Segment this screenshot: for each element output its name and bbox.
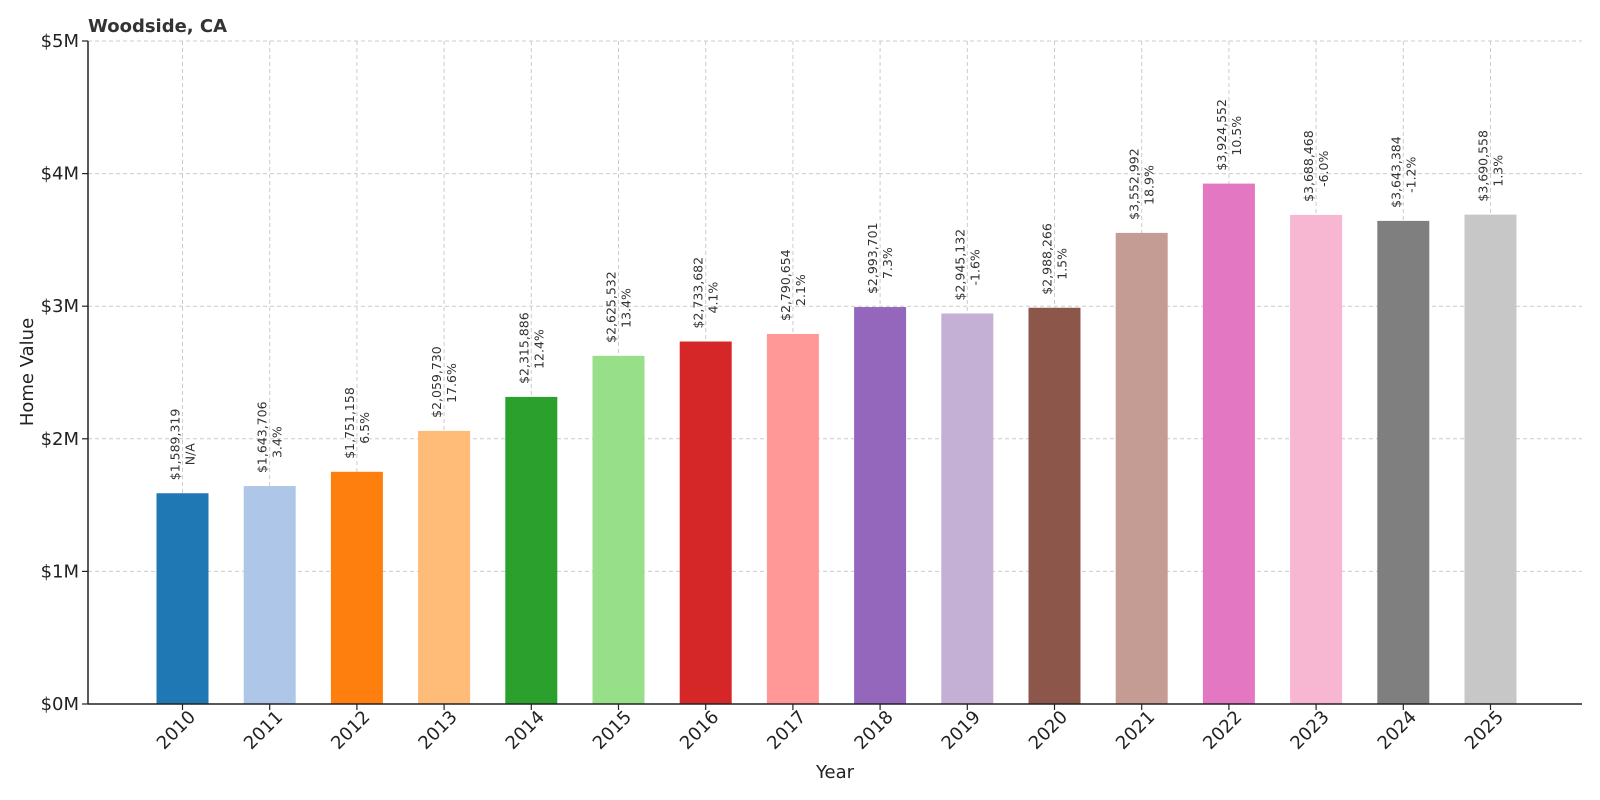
value-label: $2,733,682 (691, 257, 706, 329)
value-label: $1,589,319 (168, 409, 183, 481)
change-label: -1.2% (1403, 156, 1418, 192)
y-tick-label: $5M (41, 31, 79, 52)
y-tick-label: $0M (41, 694, 79, 715)
x-tick-label: 2024 (1374, 707, 1421, 754)
change-label: 7.3% (880, 247, 895, 279)
x-tick-label: 2012 (327, 707, 374, 754)
bar-2018 (854, 307, 907, 704)
bar-2023 (1290, 214, 1343, 704)
bar-2020 (1028, 307, 1081, 704)
bar-2012 (330, 471, 383, 704)
y-tick-label: $2M (41, 429, 79, 450)
change-label: N/A (183, 443, 198, 466)
change-label: 2.1% (793, 274, 808, 306)
value-label: $2,988,266 (1040, 223, 1055, 295)
x-tick-label: 2022 (1199, 707, 1246, 754)
change-label: 6.5% (357, 412, 372, 444)
y-tick-label: $3M (41, 296, 79, 317)
y-tick-label: $4M (41, 164, 79, 185)
x-tick-label: 2023 (1286, 707, 1333, 754)
data-labels: $1,589,319 N/A $1,643,706 3.4% $1,751,158 6.5… (168, 99, 1506, 480)
y-axis-ticks: $0M $1M $2M $3M $4M $5M (41, 31, 88, 715)
change-label: 17.6% (444, 363, 459, 403)
x-tick-label: 2019 (938, 707, 985, 754)
change-label: 10.5% (1229, 116, 1244, 156)
bar-2011 (243, 486, 296, 704)
x-tick-label: 2013 (414, 707, 461, 754)
bar-2014 (505, 396, 558, 704)
change-label: 18.9% (1142, 165, 1157, 205)
x-tick-label: 2014 (502, 707, 549, 754)
x-tick-label: 2021 (1112, 707, 1159, 754)
value-label: $3,643,384 (1388, 136, 1403, 208)
x-tick-label: 2011 (240, 707, 287, 754)
x-tick-label: 2015 (589, 707, 636, 754)
value-label: $3,688,468 (1301, 130, 1316, 202)
value-label: $1,643,706 (255, 401, 270, 473)
bar-2017 (766, 333, 819, 704)
change-label: -6.0% (1316, 151, 1331, 187)
value-label: $2,993,701 (865, 222, 880, 294)
bars (156, 183, 1517, 705)
y-tick-label: $1M (41, 561, 79, 582)
x-tick-label: 2020 (1025, 707, 1072, 754)
bar-2010 (156, 493, 209, 704)
bar-2019 (941, 313, 994, 704)
bar-2016 (679, 341, 732, 704)
value-label: $3,690,558 (1476, 130, 1491, 202)
value-label: $3,552,992 (1127, 148, 1142, 220)
value-label: $2,945,132 (952, 229, 967, 301)
grid (88, 40, 1582, 704)
x-tick-label: 2010 (153, 707, 200, 754)
value-label: $2,790,654 (778, 249, 793, 321)
change-label: -1.6% (967, 249, 982, 285)
bar-2021 (1115, 232, 1168, 704)
change-label: 13.4% (619, 288, 634, 328)
x-tick-label: 2016 (676, 707, 723, 754)
value-label: $2,625,532 (604, 271, 619, 343)
change-label: 3.4% (270, 426, 285, 458)
value-label: $2,315,886 (516, 312, 531, 384)
bar-2024 (1377, 220, 1430, 705)
bar-2015 (592, 355, 645, 704)
x-tick-label: 2017 (763, 707, 810, 754)
bar-2025 (1464, 214, 1517, 704)
change-label: 4.1% (706, 282, 721, 314)
change-label: 1.3% (1491, 155, 1506, 187)
value-label: $1,751,158 (342, 387, 357, 459)
value-label: $3,924,552 (1214, 99, 1229, 171)
change-label: 1.5% (1055, 248, 1070, 280)
x-tick-label: 2025 (1461, 707, 1508, 754)
change-label: 12.4% (531, 329, 546, 369)
x-tick-label: 2018 (850, 707, 897, 754)
value-label: $2,059,730 (429, 346, 444, 418)
x-axis-ticks: 2010 2011 2012 2013 2014 2015 2016 2017 2018 2019… (153, 704, 1508, 754)
chart-title: Woodside, CA (88, 16, 227, 37)
bar-2013 (418, 430, 471, 704)
bar-2022 (1202, 183, 1255, 705)
x-axis-label: Year (815, 762, 855, 783)
y-axis-label: Home Value (17, 318, 38, 426)
